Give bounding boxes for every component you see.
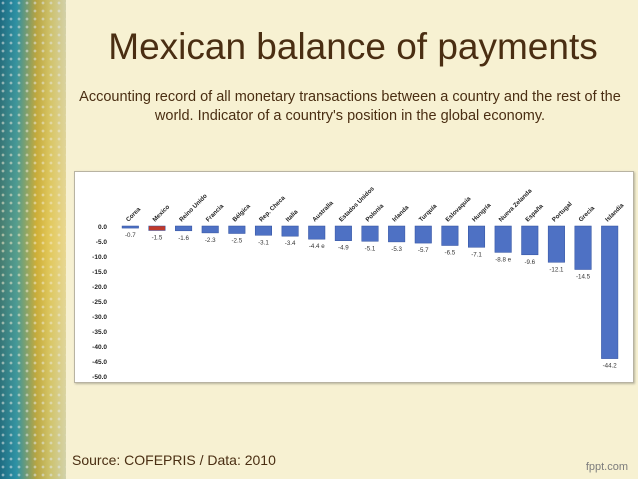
- bar: [388, 225, 406, 243]
- y-tick-label: -15.0: [92, 269, 107, 276]
- value-label: -2.3: [205, 237, 216, 244]
- page-title: Mexican balance of payments: [108, 26, 598, 67]
- bar: [201, 225, 219, 234]
- bars: [121, 225, 619, 359]
- bar: [121, 225, 139, 229]
- value-label: -0.7: [125, 232, 136, 239]
- bar: [175, 225, 193, 232]
- value-label: -12.1: [549, 266, 564, 273]
- bar: [148, 225, 166, 231]
- bar: [414, 225, 432, 244]
- category-label: Bélgica: [231, 203, 252, 224]
- category-label: Turquía: [418, 202, 439, 223]
- value-labels: -0.7 -1.5 -1.6 -2.3 -2.5 -3.1 -3.4 -4.4 e -4.9 -5…: [125, 232, 617, 370]
- category-label: Irlanda: [391, 204, 411, 224]
- bar: [468, 225, 486, 248]
- y-tick-label: -30.0: [92, 314, 107, 321]
- bar: [281, 225, 299, 237]
- decorative-side-strip: [0, 0, 66, 479]
- value-label: -5.1: [365, 245, 376, 252]
- value-label: -4.9: [338, 245, 349, 252]
- value-label: -5.7: [418, 247, 429, 254]
- value-label: -5.3: [391, 246, 402, 253]
- category-label: España: [524, 203, 545, 224]
- value-label: -44.2: [603, 363, 618, 370]
- category-label: Grecia: [578, 204, 597, 223]
- category-label: Hungría: [471, 202, 493, 224]
- value-label: -3.1: [258, 239, 269, 246]
- y-tick-label: -45.0: [92, 359, 107, 366]
- bar: [228, 225, 246, 234]
- value-label: -1.5: [152, 235, 163, 242]
- bar: [308, 225, 326, 240]
- value-label: -4.4 e: [309, 243, 325, 250]
- bar: [574, 225, 592, 270]
- category-label: Islandia: [604, 202, 626, 224]
- y-tick-label: -50.0: [92, 374, 107, 381]
- category-label: Australia: [311, 199, 335, 223]
- y-tick-label: -5.0: [96, 239, 108, 246]
- bar-chart-panel: 0.0 -5.0 -10.0 -15.0 -20.0 -25.0 -30.0 -35.0 -40…: [74, 171, 634, 383]
- category-label: Rep. Checa: [258, 194, 287, 223]
- y-tick-label: -25.0: [92, 299, 107, 306]
- y-tick-label: 0.0: [98, 224, 107, 231]
- bar: [441, 225, 459, 246]
- y-tick-label: -35.0: [92, 329, 107, 336]
- y-axis: 0.0 -5.0 -10.0 -15.0 -20.0 -25.0 -30.0 -35.0 -40…: [92, 224, 107, 381]
- bar: [361, 225, 379, 242]
- value-label: -9.6: [524, 259, 535, 266]
- category-label: Eslovaquia: [444, 195, 472, 223]
- value-label: -6.5: [445, 250, 456, 257]
- y-tick-label: -20.0: [92, 284, 107, 291]
- y-tick-label: -40.0: [92, 344, 107, 351]
- value-label: -3.4: [285, 240, 296, 247]
- value-label: -1.6: [178, 235, 189, 242]
- bar: [601, 225, 619, 359]
- bar-chart: 0.0 -5.0 -10.0 -15.0 -20.0 -25.0 -30.0 -35.0 -40…: [92, 185, 626, 381]
- y-tick-label: -10.0: [92, 254, 107, 261]
- bar: [254, 225, 272, 236]
- bar: [494, 225, 512, 253]
- category-label: Francia: [205, 203, 226, 224]
- slide-subtitle: Accounting record of all monetary transa…: [79, 89, 621, 124]
- category-label: Mexico: [151, 203, 171, 223]
- category-label: Italia: [285, 208, 300, 223]
- value-label: -2.5: [232, 238, 243, 245]
- bar: [547, 225, 565, 263]
- value-label: -8.8 e: [495, 256, 511, 263]
- category-label: Polonia: [364, 202, 385, 223]
- bar: [521, 225, 539, 256]
- value-label: -7.1: [471, 251, 482, 258]
- bar: [334, 225, 352, 241]
- category-label: Corea: [125, 206, 143, 224]
- value-label: -14.5: [576, 274, 591, 281]
- footer-brand: fppt.com: [585, 461, 628, 473]
- category-label: Portugal: [551, 201, 574, 224]
- source-note: Source: COFEPRIS / Data: 2010: [72, 452, 276, 468]
